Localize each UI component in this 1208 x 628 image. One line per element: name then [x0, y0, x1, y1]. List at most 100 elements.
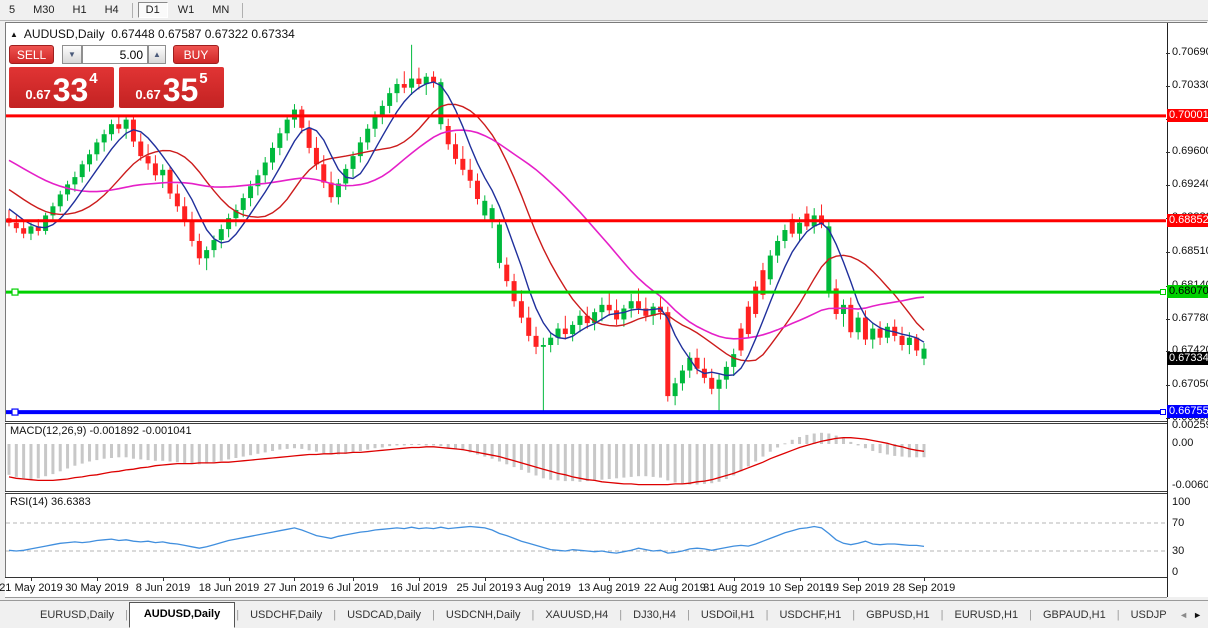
chart-tab-usdchf-h1[interactable]: USDCHF,H1 — [779, 609, 842, 621]
price-axis-tick — [1166, 385, 1170, 386]
chart-tab-xauusd-h4[interactable]: XAUUSD,H4 — [545, 609, 609, 621]
chart-tab-eurusd-daily[interactable]: EURUSD,Daily — [40, 609, 114, 621]
price-axis-label: 0.70330 — [1172, 79, 1208, 91]
date-axis-label: 8 Jun 2019 — [135, 582, 191, 594]
panel-separator[interactable] — [5, 491, 1167, 494]
timeframe-toolbar: 5 M30 H1 H4 D1 W1 MN — [0, 0, 1208, 21]
date-axis-label: 31 Aug 2019 — [703, 582, 765, 594]
price-axis-label: 0.67780 — [1172, 312, 1208, 324]
macd-signal-line — [8, 437, 925, 486]
tab-scroll-arrows: ◄ ► — [1179, 610, 1202, 620]
date-axis-tick — [924, 577, 925, 581]
date-axis-tick — [800, 577, 801, 581]
date-axis-tick — [609, 577, 610, 581]
date-axis-label: 10 Sep 2019 — [768, 582, 832, 594]
level-price-label: 0.66755 — [1167, 405, 1208, 418]
chart-ohlc-values: 0.67448 0.67587 0.67322 0.67334 — [111, 27, 295, 41]
buy-button[interactable]: BUY — [173, 45, 219, 64]
main-price-chart[interactable] — [6, 42, 1166, 421]
sell-button[interactable]: SELL — [9, 45, 54, 64]
buy-price-prefix: 0.67 — [135, 87, 161, 102]
buy-price-box[interactable]: 0.67 35 5 — [119, 67, 224, 108]
level-label-marker — [1160, 409, 1166, 415]
volume-input[interactable] — [82, 45, 148, 64]
timeframe-button-h4[interactable]: H4 — [104, 4, 119, 16]
timeframe-button-mn[interactable]: MN — [212, 4, 230, 16]
buy-price-pip: 5 — [199, 70, 208, 87]
date-axis-label: 19 Sep 2019 — [826, 582, 890, 594]
chart-tab-gbpusd-h1[interactable]: GBPUSD,H1 — [866, 609, 930, 621]
date-axis-label: 27 Jun 2019 — [263, 582, 325, 594]
sell-price-pip: 4 — [89, 70, 98, 87]
tab-scroll-left-icon[interactable]: ◄ — [1179, 610, 1189, 620]
toolbar-separator — [242, 2, 244, 18]
macd-axis-label: 0.002592 — [1172, 419, 1208, 431]
chart-tab-bar: EURUSD,Daily | AUDUSD,Daily | USDCHF,Daily | U… — [0, 600, 1208, 628]
level-price-label: 0.68852 — [1167, 214, 1208, 227]
window-bottom-border — [5, 597, 1167, 598]
price-axis-tick — [1166, 86, 1170, 87]
date-axis-label: 18 Jun 2019 — [198, 582, 260, 594]
chart-tab-eurusd-h1[interactable]: EURUSD,H1 — [954, 609, 1019, 621]
tab-divider: | — [236, 609, 240, 621]
chart-tab-usdoil-h1[interactable]: USDOil,H1 — [700, 609, 755, 621]
chart-tab-usdcad-daily[interactable]: USDCAD,Daily — [347, 609, 422, 621]
date-axis-label: 30 May 2019 — [65, 582, 129, 594]
date-axis[interactable]: 21 May 2019 30 May 2019 8 Jun 2019 18 Jun 2… — [0, 577, 1167, 597]
price-axis-tick — [1166, 185, 1170, 186]
rsi-indicator-chart[interactable] — [6, 494, 1166, 577]
chart-tab-dj30-h4[interactable]: DJ30,H4 — [633, 609, 676, 621]
date-axis-label: 3 Aug 2019 — [515, 582, 571, 594]
price-axis-label: 0.67050 — [1172, 378, 1208, 390]
price-axis-label: 0.70690 — [1172, 46, 1208, 58]
trade-controls-row: SELL ▼ ▲ BUY — [9, 45, 223, 64]
sell-price-box[interactable]: 0.67 33 4 — [9, 67, 114, 108]
date-axis-tick — [485, 577, 486, 581]
tab-scroll-right-icon[interactable]: ► — [1193, 610, 1202, 620]
ma-mid-line — [8, 103, 925, 362]
date-axis-label: 22 Aug 2019 — [644, 582, 706, 594]
toolbar-separator — [131, 2, 133, 18]
timeframe-button-h1[interactable]: H1 — [72, 4, 87, 16]
timeframe-button-5[interactable]: 5 — [9, 4, 16, 16]
tab-divider: | — [124, 609, 128, 621]
tab-divider: | — [765, 609, 769, 621]
timeframe-button-m30[interactable]: M30 — [33, 4, 55, 16]
tab-divider: | — [619, 609, 623, 621]
chart-tab-usdcnh-daily[interactable]: USDCNH,Daily — [445, 609, 521, 621]
panel-separator[interactable] — [5, 421, 1167, 424]
level-price-label: 0.68070 — [1167, 285, 1208, 298]
trade-quotes-row: 0.67 33 4 0.67 35 5 — [9, 67, 224, 108]
date-axis-tick — [419, 577, 420, 581]
collapse-icon[interactable]: ▲ — [10, 30, 18, 39]
date-axis-label: 28 Sep 2019 — [892, 582, 956, 594]
price-axis-tick — [1166, 53, 1170, 54]
chart-tab-gbpaud-h1[interactable]: GBPAUD,H1 — [1042, 609, 1106, 621]
tab-divider: | — [1116, 609, 1120, 621]
chart-tab-usdchf-daily[interactable]: USDCHF,Daily — [250, 609, 323, 621]
date-axis-tick — [294, 577, 295, 581]
date-axis-label: 16 Jul 2019 — [390, 582, 448, 594]
timeframe-button-w1[interactable]: W1 — [177, 4, 195, 16]
date-axis-tick — [675, 577, 676, 581]
chart-tab-usdjp[interactable]: USDJP — [1130, 609, 1167, 621]
date-axis-label: 25 Jul 2019 — [456, 582, 514, 594]
macd-indicator-chart[interactable] — [6, 424, 1166, 491]
tab-divider: | — [432, 609, 435, 621]
price-axis-label: 0.68510 — [1172, 245, 1208, 257]
chart-tab-audusd-daily[interactable]: AUDUSD,Daily — [128, 602, 236, 628]
volume-increase-button[interactable]: ▲ — [148, 45, 166, 64]
date-axis-tick — [858, 577, 859, 581]
timeframe-button-d1[interactable]: D1 — [137, 2, 168, 18]
rsi-axis-label: 70 — [1172, 517, 1185, 529]
date-axis-tick — [353, 577, 354, 581]
tab-divider: | — [531, 609, 535, 621]
price-axis-label: 0.69240 — [1172, 178, 1208, 190]
macd-axis-label: -0.006025 — [1172, 479, 1208, 491]
volume-decrease-button[interactable]: ▼ — [62, 45, 82, 64]
chevron-up-icon: ▲ — [153, 50, 161, 59]
buy-price-big: 35 — [162, 72, 199, 108]
chart-title: ▲ AUDUSD,Daily 0.67448 0.67587 0.67322 0.… — [10, 27, 295, 41]
